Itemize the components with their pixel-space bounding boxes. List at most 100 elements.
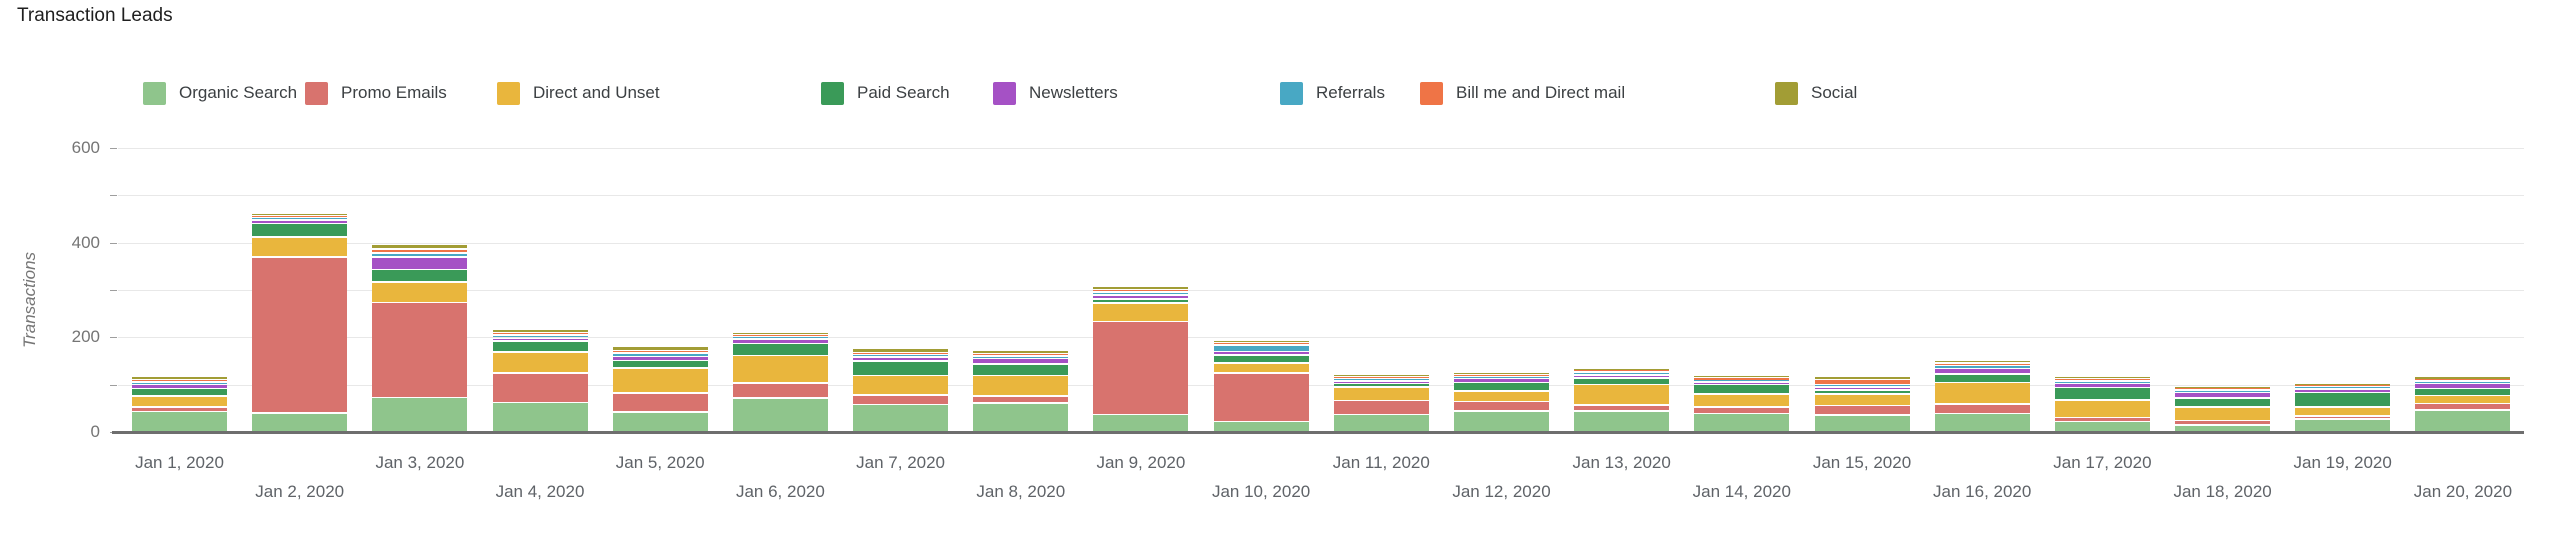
bar-segment-paid-search[interactable] bbox=[2295, 393, 2391, 407]
bar-segment-referrals[interactable] bbox=[1213, 346, 1309, 351]
bar-segment-promo-emails[interactable] bbox=[1814, 406, 1910, 414]
bar-segment-paid-search[interactable] bbox=[853, 361, 949, 375]
bar-segment-referrals[interactable] bbox=[1333, 378, 1429, 380]
bar-segment-direct-and-unset[interactable] bbox=[1333, 387, 1429, 400]
bar-segment-social[interactable] bbox=[2175, 386, 2271, 388]
bar-segment-paid-search[interactable] bbox=[732, 344, 828, 355]
bar-segment-newsletters[interactable] bbox=[1454, 379, 1549, 382]
bar-segment-social[interactable] bbox=[2295, 383, 2391, 385]
bar-segment-bill-me-and-direct-mail[interactable] bbox=[1574, 370, 1670, 372]
bar-segment-direct-and-unset[interactable] bbox=[1093, 303, 1189, 321]
bar-segment-organic-search[interactable] bbox=[1333, 415, 1429, 432]
bar-segment-bill-me-and-direct-mail[interactable] bbox=[1694, 378, 1790, 380]
bar-segment-bill-me-and-direct-mail[interactable] bbox=[252, 215, 348, 217]
bar-segment-promo-emails[interactable] bbox=[1213, 373, 1309, 421]
bar-segment-newsletters[interactable] bbox=[1333, 381, 1429, 383]
bar-segment-promo-emails[interactable] bbox=[1333, 401, 1429, 414]
bar-segment-newsletters[interactable] bbox=[732, 339, 828, 343]
bar-segment-referrals[interactable] bbox=[372, 253, 468, 257]
bar-segment-newsletters[interactable] bbox=[2415, 384, 2511, 388]
bar-segment-referrals[interactable] bbox=[1934, 366, 2030, 368]
bar-segment-newsletters[interactable] bbox=[1814, 387, 1910, 390]
bar-segment-referrals[interactable] bbox=[2295, 387, 2391, 388]
bar-segment-promo-emails[interactable] bbox=[2175, 421, 2271, 424]
bar-segment-social[interactable] bbox=[1093, 286, 1189, 290]
bar-segment-direct-and-unset[interactable] bbox=[252, 237, 348, 256]
bar-segment-direct-and-unset[interactable] bbox=[732, 356, 828, 383]
bar-segment-referrals[interactable] bbox=[1093, 293, 1189, 295]
bar-segment-referrals[interactable] bbox=[492, 335, 588, 337]
bar-segment-direct-and-unset[interactable] bbox=[1574, 385, 1670, 405]
bar-segment-referrals[interactable] bbox=[973, 356, 1069, 358]
bar-segment-social[interactable] bbox=[853, 349, 949, 352]
bar-segment-referrals[interactable] bbox=[612, 353, 708, 356]
bar-segment-social[interactable] bbox=[2054, 377, 2150, 378]
bar-segment-bill-me-and-direct-mail[interactable] bbox=[2175, 388, 2271, 390]
bar-segment-paid-search[interactable] bbox=[1454, 383, 1549, 391]
bar-segment-newsletters[interactable] bbox=[2054, 384, 2150, 387]
bar-segment-organic-search[interactable] bbox=[1694, 414, 1790, 432]
bar-segment-direct-and-unset[interactable] bbox=[2054, 400, 2150, 417]
bar-segment-organic-search[interactable] bbox=[132, 412, 227, 432]
bar-segment-paid-search[interactable] bbox=[2175, 399, 2271, 407]
bar-segment-bill-me-and-direct-mail[interactable] bbox=[612, 351, 708, 352]
bar-segment-direct-and-unset[interactable] bbox=[492, 352, 588, 373]
bar-segment-paid-search[interactable] bbox=[973, 364, 1069, 375]
bar-segment-paid-search[interactable] bbox=[1934, 374, 2030, 382]
bar-segment-bill-me-and-direct-mail[interactable] bbox=[1213, 343, 1309, 345]
bar-segment-direct-and-unset[interactable] bbox=[1814, 394, 1910, 405]
bar-segment-social[interactable] bbox=[492, 330, 588, 332]
bar-segment-direct-and-unset[interactable] bbox=[853, 376, 949, 395]
bar-segment-direct-and-unset[interactable] bbox=[2175, 408, 2271, 420]
bar-segment-referrals[interactable] bbox=[732, 337, 828, 339]
bar-segment-direct-and-unset[interactable] bbox=[1454, 392, 1549, 401]
bar-segment-paid-search[interactable] bbox=[1093, 299, 1189, 303]
bar-segment-promo-emails[interactable] bbox=[853, 395, 949, 404]
bar-segment-referrals[interactable] bbox=[1814, 385, 1910, 387]
bar-segment-paid-search[interactable] bbox=[1574, 378, 1670, 384]
bar-segment-social[interactable] bbox=[1934, 360, 2030, 362]
bar-segment-promo-emails[interactable] bbox=[2054, 418, 2150, 421]
bar-segment-organic-search[interactable] bbox=[2054, 422, 2150, 432]
bar-segment-paid-search[interactable] bbox=[2054, 388, 2150, 399]
bar-segment-direct-and-unset[interactable] bbox=[372, 282, 468, 302]
bar-segment-bill-me-and-direct-mail[interactable] bbox=[1934, 363, 2030, 365]
bar-segment-newsletters[interactable] bbox=[492, 338, 588, 341]
bar-segment-organic-search[interactable] bbox=[612, 412, 708, 432]
bar-segment-direct-and-unset[interactable] bbox=[1934, 383, 2030, 404]
bar-segment-bill-me-and-direct-mail[interactable] bbox=[2415, 379, 2511, 381]
bar-segment-social[interactable] bbox=[252, 213, 348, 215]
bar-segment-bill-me-and-direct-mail[interactable] bbox=[372, 249, 468, 253]
bar-segment-bill-me-and-direct-mail[interactable] bbox=[2054, 379, 2150, 381]
bar-segment-social[interactable] bbox=[1213, 340, 1309, 343]
bar-segment-promo-emails[interactable] bbox=[252, 257, 348, 413]
bar-segment-bill-me-and-direct-mail[interactable] bbox=[1333, 377, 1429, 378]
bar-segment-promo-emails[interactable] bbox=[2295, 416, 2391, 419]
bar-segment-direct-and-unset[interactable] bbox=[132, 396, 227, 407]
bar-segment-promo-emails[interactable] bbox=[612, 393, 708, 412]
bar-segment-newsletters[interactable] bbox=[1934, 369, 2030, 374]
bar-segment-social[interactable] bbox=[1333, 374, 1429, 376]
bar-segment-paid-search[interactable] bbox=[1814, 391, 1910, 394]
bar-segment-organic-search[interactable] bbox=[252, 413, 348, 432]
bar-segment-organic-search[interactable] bbox=[492, 403, 588, 432]
bar-segment-organic-search[interactable] bbox=[2415, 410, 2511, 432]
bar-segment-paid-search[interactable] bbox=[612, 361, 708, 368]
bar-segment-referrals[interactable] bbox=[2175, 390, 2271, 392]
bar-segment-promo-emails[interactable] bbox=[1934, 404, 2030, 413]
bar-segment-bill-me-and-direct-mail[interactable] bbox=[853, 352, 949, 354]
bar-segment-organic-search[interactable] bbox=[2175, 425, 2271, 432]
bar-segment-organic-search[interactable] bbox=[1934, 414, 2030, 432]
bar-segment-referrals[interactable] bbox=[252, 218, 348, 219]
bar-segment-bill-me-and-direct-mail[interactable] bbox=[492, 333, 588, 334]
bar-segment-paid-search[interactable] bbox=[372, 270, 468, 281]
bar-segment-organic-search[interactable] bbox=[973, 403, 1069, 432]
bar-segment-promo-emails[interactable] bbox=[1694, 407, 1790, 413]
bar-segment-paid-search[interactable] bbox=[1694, 385, 1790, 394]
bar-segment-organic-search[interactable] bbox=[732, 398, 828, 432]
bar-segment-social[interactable] bbox=[1694, 375, 1790, 377]
bar-segment-newsletters[interactable] bbox=[1574, 375, 1670, 378]
bar-segment-paid-search[interactable] bbox=[132, 389, 227, 396]
bar-segment-paid-search[interactable] bbox=[252, 224, 348, 236]
bar-segment-newsletters[interactable] bbox=[1213, 352, 1309, 355]
